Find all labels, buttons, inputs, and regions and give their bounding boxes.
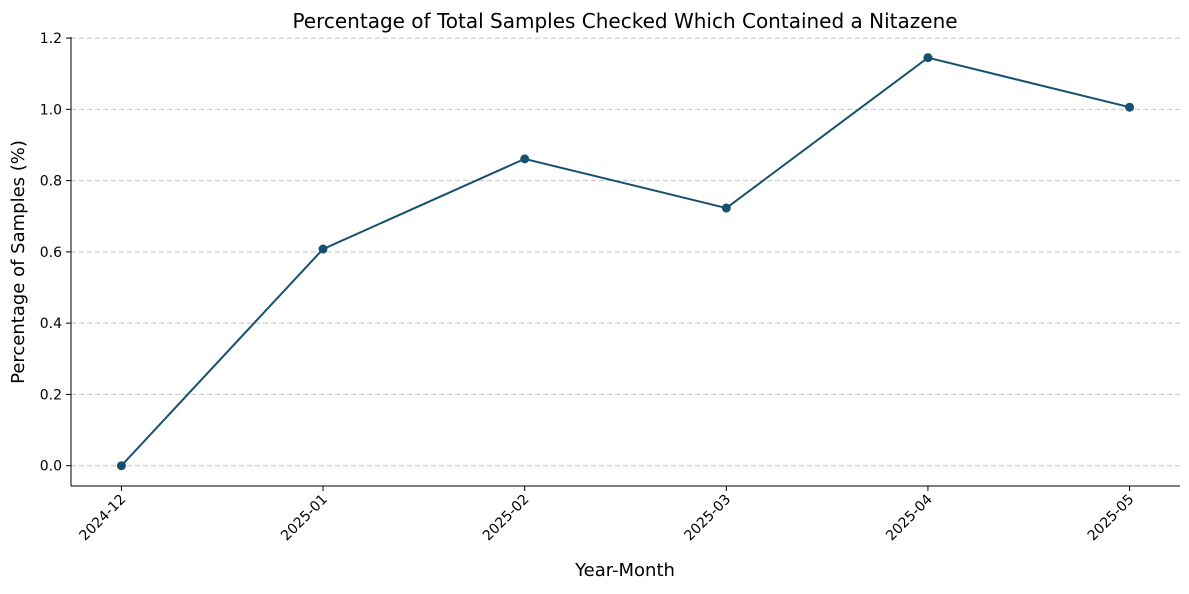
x-tick-label: 2025-04	[883, 491, 936, 544]
x-tick-label: 2025-05	[1085, 492, 1138, 545]
y-tick-label: 0.0	[40, 459, 62, 475]
y-ticks: 0.0 0.2 0.4 0.6 0.8 1.0 1.2	[40, 31, 71, 475]
y-tick-label: 1.2	[40, 31, 62, 47]
data-point-2025-05	[1125, 102, 1135, 112]
x-tick-label: 2025-03	[681, 492, 734, 545]
data-point-2025-02	[520, 154, 530, 164]
x-ticks: 2024-12 2025-01 2025-02 2025-03 2025-04 2025-…	[77, 486, 1138, 545]
y-tick-label: 0.2	[40, 387, 62, 403]
y-tick-label: 0.4	[40, 316, 62, 332]
gridlines	[71, 37, 1180, 467]
axes	[70, 37, 1180, 487]
x-tick-label: 2024-12	[77, 492, 130, 545]
series-line	[116, 53, 1135, 471]
y-axis-label: Percentage of Samples (%)	[8, 140, 29, 384]
y-tick-label: 0.6	[40, 245, 62, 261]
data-point-2024-12	[116, 461, 126, 471]
x-tick-label: 2025-01	[278, 492, 331, 545]
x-tick-label: 2025-02	[480, 492, 533, 545]
y-tick-label: 1.0	[40, 102, 62, 118]
x-axis-label: Year-Month	[574, 560, 675, 581]
data-line	[120, 56, 1130, 467]
data-point-2025-01	[318, 244, 328, 254]
data-point-2025-04	[923, 53, 933, 63]
y-tick-label: 0.8	[40, 174, 62, 190]
data-point-2025-03	[721, 203, 731, 213]
chart-title: Percentage of Total Samples Checked Whic…	[292, 9, 957, 33]
